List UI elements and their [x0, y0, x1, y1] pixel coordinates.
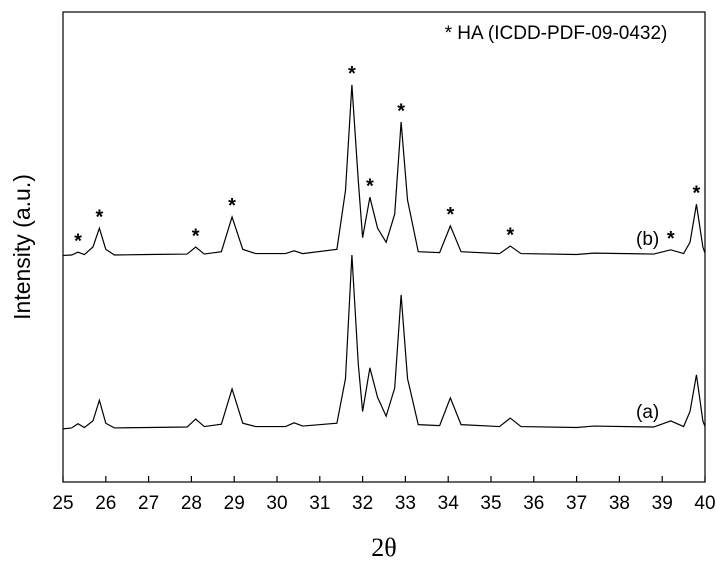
x-tick-label: 28 [181, 493, 202, 514]
x-tick-label: 35 [480, 493, 501, 514]
peak-marker: * [397, 100, 405, 122]
x-tick-label: 34 [438, 493, 460, 514]
peak-marker: * [667, 228, 675, 250]
x-axis-label: 2θ [371, 533, 396, 562]
series-line [62, 84, 706, 257]
peak-marker: * [192, 225, 200, 247]
x-tick-label: 31 [309, 493, 330, 514]
peak-marker: * [693, 183, 701, 205]
x-tick-label: 25 [52, 493, 73, 514]
x-tick-label: 40 [694, 493, 715, 514]
x-tick-label: 39 [652, 493, 673, 514]
series-label: (a) [636, 402, 659, 423]
series-label: (b) [636, 229, 659, 250]
annotation: * HA (ICDD-PDF-09-0432) [445, 23, 668, 44]
peak-marker: * [74, 230, 82, 252]
x-tick-label: 36 [523, 493, 544, 514]
plot-frame [62, 11, 706, 483]
peak-marker: * [366, 175, 374, 197]
peak-marker: * [95, 206, 103, 228]
x-tick-label: 29 [224, 493, 245, 514]
x-tick-label: 37 [566, 493, 587, 514]
y-axis-label: Intensity (a.u.) [9, 174, 35, 320]
peak-marker: * [228, 195, 236, 217]
x-tick-label: 26 [95, 493, 116, 514]
x-tick-label: 27 [138, 493, 159, 514]
x-tick-label: 30 [266, 493, 287, 514]
peak-marker: * [506, 224, 514, 246]
series-line [62, 254, 706, 430]
x-tick-label: 33 [395, 493, 416, 514]
peak-marker: * [348, 63, 356, 85]
x-tick-label: 38 [609, 493, 630, 514]
peak-marker: * [446, 204, 454, 226]
x-tick-label: 32 [352, 493, 373, 514]
